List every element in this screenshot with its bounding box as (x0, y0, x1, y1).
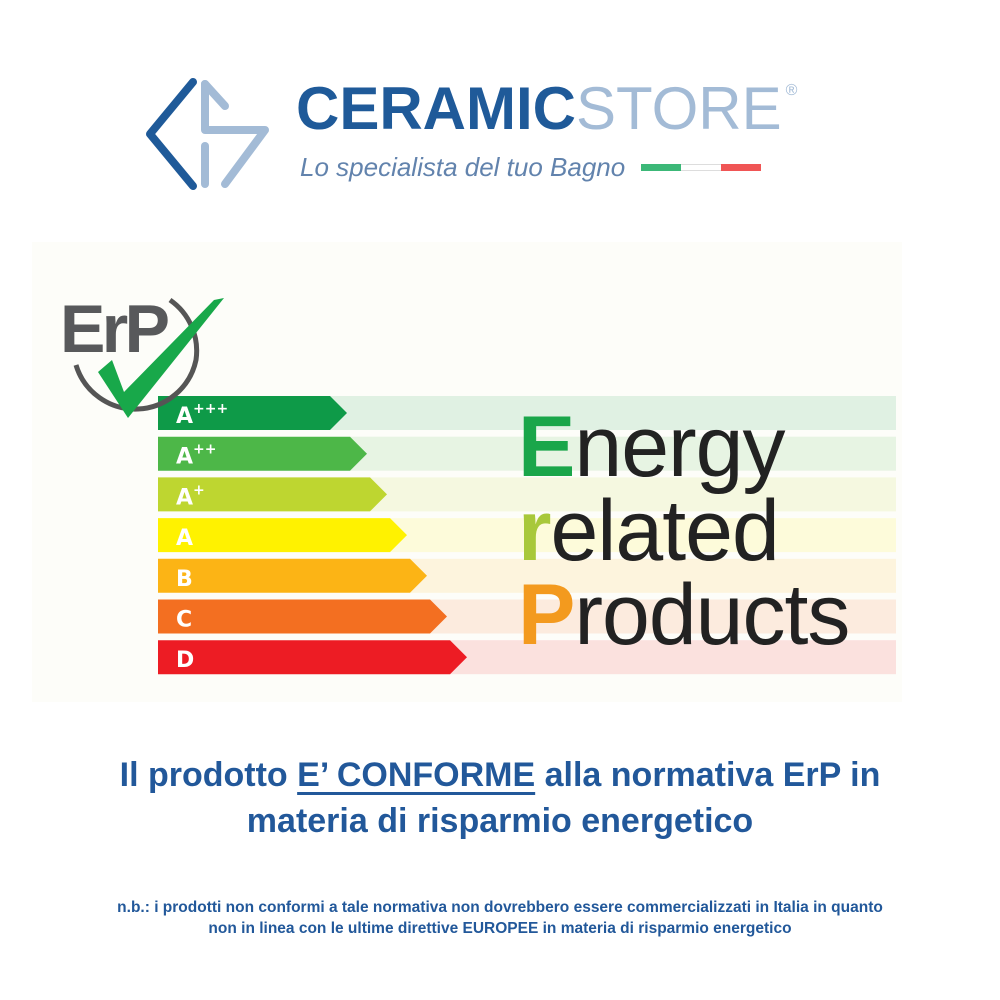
erp-badge-text: ErP (60, 291, 170, 367)
energy-band-4 (410, 558, 896, 593)
flag-white (681, 163, 722, 171)
energy-band-1 (350, 436, 896, 471)
italian-flag (641, 163, 762, 171)
tagline-row: Lo specialista del tuo Bagno (300, 150, 762, 184)
ceramicstore-logo-icon (146, 78, 269, 190)
energy-band-6 (450, 640, 896, 675)
energy-grade-label: D (176, 648, 194, 673)
checkmark-icon (98, 298, 224, 418)
energy-bar-A++ (158, 436, 367, 471)
tagline: Lo specialista del tuo Bagno (300, 152, 626, 182)
energy-bar-A+++ (158, 396, 347, 430)
flag-green (641, 163, 682, 171)
energy-grade-label: A (176, 526, 193, 551)
energy-band-2 (370, 477, 896, 512)
title-line-products: Products (518, 567, 850, 663)
brand-part1: CERAMIC (296, 75, 576, 142)
energy-bar-A+ (158, 477, 387, 512)
energy-bar-A (158, 518, 407, 553)
energy-related-products-title: Energy related Products (518, 399, 850, 663)
title-line-energy: Energy (518, 399, 786, 495)
energy-bar-B (158, 558, 427, 593)
erp-badge: ErP (60, 291, 224, 418)
energy-grade-label: C (176, 608, 192, 633)
footnote: n.b.: i prodotti non conformi a tale nor… (117, 899, 883, 937)
registered-mark: ® (785, 82, 798, 99)
energy-grade-label: B (176, 567, 193, 592)
energy-bar-C (158, 599, 447, 634)
energy-bar-D (158, 640, 467, 675)
flag-red (721, 163, 762, 171)
brand-name: CERAMICSTORE (296, 74, 782, 144)
brand-row: CERAMICSTORE ® (296, 74, 797, 144)
conforme-emphasis: E’ CONFORME (297, 756, 536, 794)
title-line-related: related (518, 483, 780, 579)
energy-band-0 (330, 396, 896, 430)
compliance-headline: Il prodotto E’ CONFORME alla normativa E… (119, 756, 881, 840)
energy-band-3 (390, 518, 896, 553)
brand-part2: STORE (576, 75, 782, 142)
energy-band-5 (430, 599, 896, 634)
